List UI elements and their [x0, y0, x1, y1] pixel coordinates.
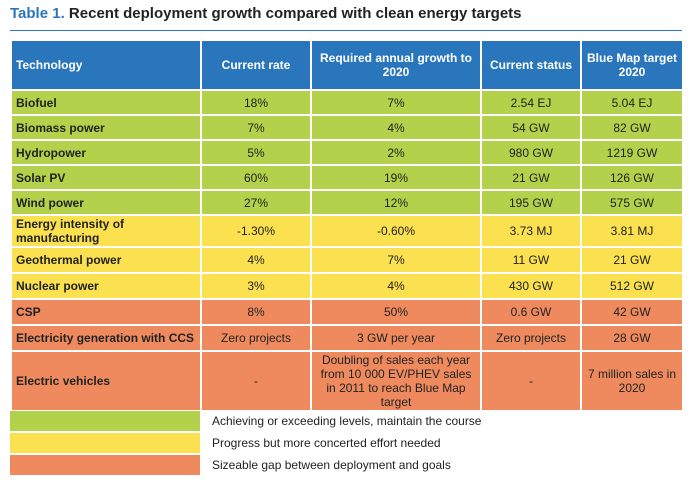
- cell: 575 GW: [580, 189, 684, 216]
- cell: 3.81 MJ: [580, 214, 684, 248]
- cell: 195 GW: [480, 189, 582, 216]
- legend-item: Sizeable gap between deployment and goal…: [10, 454, 481, 476]
- cell: 18%: [200, 89, 312, 116]
- cell: 28 GW: [580, 324, 684, 352]
- legend-swatch: [10, 411, 200, 431]
- cell: 126 GW: [580, 164, 684, 191]
- row: Solar PV 60% 19% 21 GW 126 GW: [10, 164, 684, 191]
- legend-swatch: [10, 433, 200, 453]
- cell: 7 million sales in 2020: [580, 350, 684, 412]
- cell: 8%: [200, 298, 312, 326]
- row: Biomass power 7% 4% 54 GW 82 GW: [10, 114, 684, 141]
- cell: Zero projects: [480, 324, 582, 352]
- cell: Solar PV: [10, 164, 202, 191]
- header-cell: Required annual growth to 2020: [310, 39, 482, 91]
- cell: -: [480, 350, 582, 412]
- header-cell: Current status: [480, 39, 582, 91]
- cell: 7%: [200, 114, 312, 141]
- cell: Biomass power: [10, 114, 202, 141]
- row: Energy intensity of manufacturing -1.30% -…: [10, 214, 684, 248]
- cell: 19%: [310, 164, 482, 191]
- cell: Doubling of sales each year from 10 000 …: [310, 350, 482, 412]
- row: Electricity generation with CCS Zero proj…: [10, 324, 684, 352]
- cell: 5%: [200, 139, 312, 166]
- row: Wind power 27% 12% 195 GW 575 GW: [10, 189, 684, 216]
- cell: 980 GW: [480, 139, 582, 166]
- cell: 0.6 GW: [480, 298, 582, 326]
- legend-label: Progress but more concerted effort neede…: [212, 436, 441, 450]
- cell: 21 GW: [480, 164, 582, 191]
- title-label: Table 1.: [10, 5, 65, 22]
- cell: 54 GW: [480, 114, 582, 141]
- rule: [10, 30, 682, 31]
- cell: 82 GW: [580, 114, 684, 141]
- cell: 3 GW per year: [310, 324, 482, 352]
- cell: 50%: [310, 298, 482, 326]
- cell: 4%: [200, 246, 312, 274]
- cell: Geothermal power: [10, 246, 202, 274]
- cell: 11 GW: [480, 246, 582, 274]
- cell: 60%: [200, 164, 312, 191]
- cell: 27%: [200, 189, 312, 216]
- cell: 42 GW: [580, 298, 684, 326]
- title: Table 1. Recent deployment growth compar…: [10, 5, 522, 22]
- header-cell: Current rate: [200, 39, 312, 91]
- legend-swatch: [10, 455, 200, 475]
- header-row: Technology Current rate Required annual gr…: [10, 39, 684, 91]
- cell: Nuclear power: [10, 272, 202, 300]
- cell: 7%: [310, 89, 482, 116]
- cell: 3%: [200, 272, 312, 300]
- legend: Achieving or exceeding levels, maintain …: [10, 410, 481, 476]
- row: Nuclear power 3% 4% 430 GW 512 GW: [10, 272, 684, 300]
- cell: -: [200, 350, 312, 412]
- cell: 2.54 EJ: [480, 89, 582, 116]
- cell: 1219 GW: [580, 139, 684, 166]
- cell: 7%: [310, 246, 482, 274]
- cell: 3.73 MJ: [480, 214, 582, 248]
- cell: Energy intensity of manufacturing: [10, 214, 202, 248]
- title-text: Recent deployment growth compared with c…: [68, 5, 522, 22]
- legend-item: Achieving or exceeding levels, maintain …: [10, 410, 481, 432]
- cell: 21 GW: [580, 246, 684, 274]
- cell: 2%: [310, 139, 482, 166]
- cell: Electric vehicles: [10, 350, 202, 412]
- header-cell: Technology: [10, 39, 202, 91]
- cell: Wind power: [10, 189, 202, 216]
- row: Biofuel 18% 7% 2.54 EJ 5.04 EJ: [10, 89, 684, 116]
- cell: -1.30%: [200, 214, 312, 248]
- cell: 430 GW: [480, 272, 582, 300]
- cell: 512 GW: [580, 272, 684, 300]
- row: Hydropower 5% 2% 980 GW 1219 GW: [10, 139, 684, 166]
- cell: CSP: [10, 298, 202, 326]
- cell: 4%: [310, 272, 482, 300]
- cell: 5.04 EJ: [580, 89, 684, 116]
- cell: 12%: [310, 189, 482, 216]
- cell: Zero projects: [200, 324, 312, 352]
- cell: Electricity generation with CCS: [10, 324, 202, 352]
- cell: 4%: [310, 114, 482, 141]
- legend-label: Sizeable gap between deployment and goal…: [212, 458, 451, 472]
- row: CSP 8% 50% 0.6 GW 42 GW: [10, 298, 684, 326]
- header-cell: Blue Map target 2020: [580, 39, 684, 91]
- row: Geothermal power 4% 7% 11 GW 21 GW: [10, 246, 684, 274]
- cell: Hydropower: [10, 139, 202, 166]
- cell: Biofuel: [10, 89, 202, 116]
- row: Electric vehicles - Doubling of sales each…: [10, 350, 684, 412]
- table: Technology Current rate Required annual gr…: [10, 39, 684, 412]
- cell: -0.60%: [310, 214, 482, 248]
- legend-label: Achieving or exceeding levels, maintain …: [212, 414, 482, 428]
- legend-item: Progress but more concerted effort neede…: [10, 432, 481, 454]
